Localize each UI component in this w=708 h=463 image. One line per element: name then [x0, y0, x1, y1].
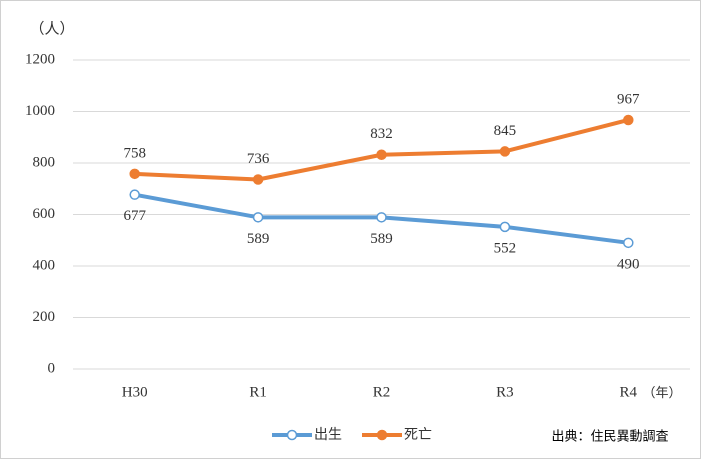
y-unit: （人）	[29, 20, 74, 37]
source: 出典：住民異動調査	[551, 430, 668, 445]
value-label: 736	[247, 151, 270, 167]
x-tick-label: R1	[249, 384, 267, 400]
marker	[376, 149, 387, 161]
x-tick-label: R3	[496, 384, 514, 400]
value-label: 589	[247, 231, 270, 247]
value-label: 552	[494, 240, 517, 256]
marker	[499, 221, 511, 233]
value-label: 490	[617, 256, 640, 272]
value-label: 677	[123, 208, 146, 224]
y-tick-label: 0	[48, 360, 56, 376]
x-unit: （年）	[642, 385, 681, 400]
marker	[499, 146, 511, 157]
marker	[376, 212, 387, 223]
marker	[129, 189, 140, 200]
x-tick-label: R2	[373, 384, 391, 400]
marker	[623, 237, 634, 249]
value-label: 589	[370, 231, 393, 247]
x-tick-label: R4	[620, 384, 638, 400]
value-label: 845	[494, 123, 517, 139]
y-tick-label: 200	[33, 309, 56, 325]
y-tick-label: 1200	[25, 51, 55, 67]
legend-marker	[376, 429, 388, 441]
value-label: 758	[123, 145, 146, 161]
x-tick-label: H30	[122, 384, 148, 400]
y-tick-label: 1000	[25, 103, 55, 119]
marker	[623, 114, 634, 126]
y-tick-label: 800	[33, 154, 56, 170]
y-tick-label: 400	[33, 257, 56, 273]
value-label: 967	[617, 91, 640, 107]
legend-label: 死亡	[404, 427, 432, 443]
marker	[252, 174, 264, 185]
value-label: 832	[370, 126, 393, 142]
legend-marker	[286, 429, 298, 441]
marker	[252, 212, 264, 223]
y-tick-label: 600	[33, 206, 56, 222]
marker	[129, 168, 140, 180]
legend-label: 出生	[314, 427, 342, 443]
